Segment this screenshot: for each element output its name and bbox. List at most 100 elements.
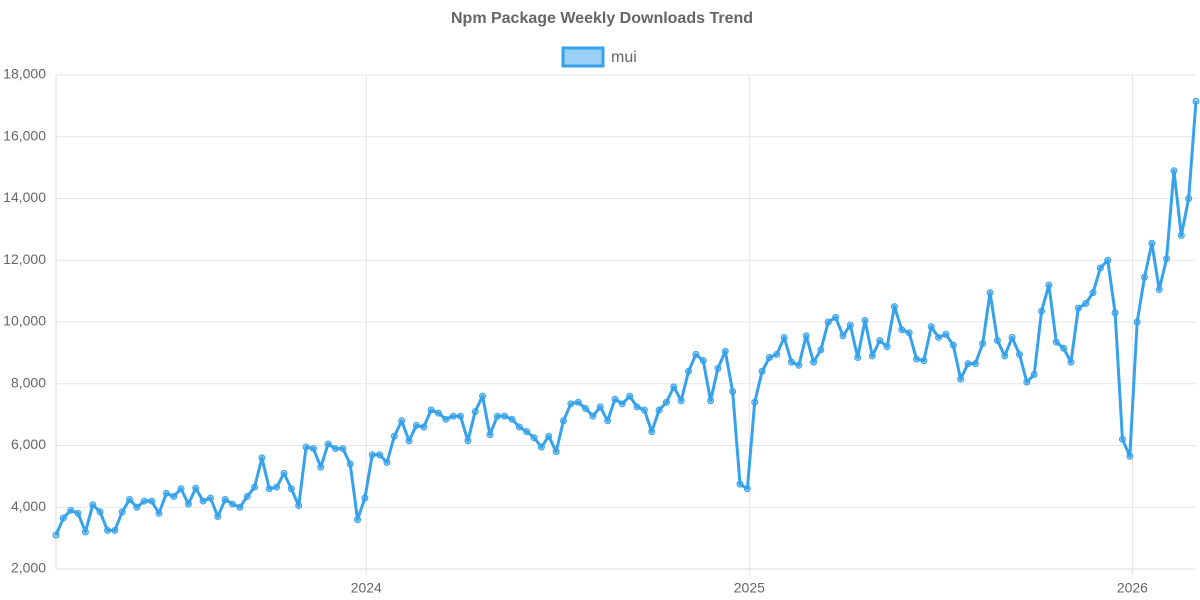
data-point: [1141, 273, 1149, 281]
data-point: [1148, 239, 1156, 247]
data-point: [96, 508, 104, 516]
data-point: [383, 458, 391, 466]
data-point: [302, 443, 310, 451]
data-point: [633, 403, 641, 411]
data-point: [670, 383, 678, 391]
data-point: [346, 460, 354, 468]
data-point: [986, 289, 994, 297]
data-point: [1089, 289, 1097, 297]
data-point: [993, 337, 1001, 345]
data-point: [1133, 318, 1141, 326]
y-tick-label: 2,000: [11, 560, 46, 576]
x-tick-label: 2025: [734, 580, 765, 596]
data-point: [508, 415, 516, 423]
data-point: [1192, 97, 1200, 105]
y-tick-label: 8,000: [11, 374, 46, 390]
data-point: [486, 431, 494, 439]
data-point: [1015, 350, 1023, 358]
data-point: [810, 358, 818, 366]
data-point: [412, 421, 420, 429]
data-point: [1155, 286, 1163, 294]
data-point: [589, 412, 597, 420]
legend-label: mui: [611, 49, 637, 66]
data-point: [221, 496, 229, 504]
data-point: [184, 500, 192, 508]
y-tick-label: 16,000: [3, 127, 46, 143]
data-point: [324, 440, 332, 448]
data-point: [376, 451, 384, 459]
data-point: [707, 397, 715, 405]
data-point: [464, 437, 472, 445]
y-tick-label: 12,000: [3, 251, 46, 267]
data-point: [890, 303, 898, 311]
data-point: [604, 417, 612, 425]
data-point: [390, 432, 398, 440]
data-point: [846, 321, 854, 329]
data-point: [67, 506, 75, 514]
data-point: [133, 503, 141, 511]
legend-swatch: [561, 46, 605, 68]
data-point: [854, 354, 862, 362]
data-point: [273, 483, 281, 491]
data-point: [295, 502, 303, 510]
data-point: [530, 434, 538, 442]
data-point: [398, 417, 406, 425]
data-point: [192, 484, 200, 492]
data-point: [111, 526, 119, 534]
data-point: [1067, 358, 1075, 366]
data-point: [74, 509, 82, 517]
data-point: [817, 346, 825, 354]
data-point: [1177, 232, 1185, 240]
data-point: [361, 494, 369, 502]
data-point: [405, 437, 413, 445]
data-point: [692, 350, 700, 358]
data-point: [905, 329, 913, 337]
data-point: [765, 354, 773, 362]
data-point: [1001, 352, 1009, 360]
data-point: [979, 340, 987, 348]
data-point: [736, 480, 744, 488]
data-point: [537, 443, 545, 451]
data-point: [868, 352, 876, 360]
data-point: [1163, 255, 1171, 263]
data-point: [913, 355, 921, 363]
data-point: [1052, 338, 1060, 346]
data-point: [206, 494, 214, 502]
data-point: [280, 469, 288, 477]
data-point: [339, 445, 347, 453]
data-point: [935, 333, 943, 341]
data-point: [1023, 378, 1031, 386]
data-point: [265, 485, 273, 493]
data-point: [170, 492, 178, 500]
data-point: [126, 496, 134, 504]
data-point: [552, 448, 560, 456]
data-point: [927, 323, 935, 331]
data-point: [721, 347, 729, 355]
data-point: [493, 412, 501, 420]
data-point: [648, 428, 656, 436]
data-point: [545, 432, 553, 440]
data-point: [199, 497, 207, 505]
data-point: [655, 406, 663, 414]
data-point: [920, 357, 928, 365]
data-point: [457, 412, 465, 420]
data-point: [449, 412, 457, 420]
data-point: [118, 508, 126, 516]
data-point: [1060, 344, 1068, 352]
data-point: [251, 483, 259, 491]
data-point: [243, 492, 251, 500]
y-tick-label: 18,000: [3, 66, 46, 82]
data-point: [523, 428, 531, 436]
data-point: [743, 485, 751, 493]
data-point: [611, 395, 619, 403]
y-tick-label: 4,000: [11, 498, 46, 514]
data-point: [501, 412, 509, 420]
data-point: [839, 332, 847, 340]
data-point: [795, 361, 803, 369]
data-point: [148, 497, 156, 505]
data-point: [1170, 167, 1178, 175]
data-point: [1185, 195, 1193, 202]
data-point: [883, 343, 891, 351]
